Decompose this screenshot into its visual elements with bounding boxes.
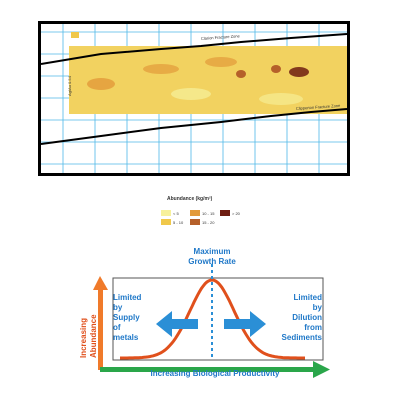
legend-label-5: > 20 (232, 211, 240, 216)
x-axis-label: Increasing Biological Productivity (150, 369, 280, 378)
patch-3 (205, 57, 237, 67)
legend-label-2: 5 - 10 (173, 220, 184, 225)
left-blue-arrow (156, 311, 198, 337)
map-svg: Clarion Fracture Zone Clipperton Fractur… (41, 24, 347, 173)
x-axis-arrow-head (313, 361, 330, 378)
patch-7 (171, 88, 211, 100)
legend-title: Abundance (kg/m²) (167, 196, 213, 202)
legend-swatch-4 (190, 219, 200, 225)
growth-diagram: IncreasingAbundance (79, 264, 330, 378)
legend-swatch-1 (161, 210, 171, 216)
abundance-map: Clarion Fracture Zone Clipperton Fractur… (38, 21, 350, 176)
y-axis-arrow-head (93, 276, 108, 290)
upper-fracture-line (41, 33, 347, 65)
peak-label: Maximum Growth Rate (188, 247, 236, 266)
patch-1 (87, 78, 115, 90)
patch-6 (289, 67, 309, 77)
legend-swatch-5 (220, 210, 230, 216)
legend-label-1: < 5 (173, 211, 179, 216)
y-axis-arrow-shaft (98, 288, 103, 370)
left-axis-label: Ag/Au 0.54 (67, 75, 72, 96)
y-axis-label: IncreasingAbundance (79, 314, 98, 358)
patch-4 (236, 70, 246, 78)
growth-curve (120, 278, 305, 360)
patch-5 (271, 65, 281, 73)
abundance-band (69, 46, 347, 114)
patch-9 (71, 32, 79, 38)
upper-zone-label: Clarion Fracture Zone (201, 33, 241, 41)
right-limit-text: Limited by Dilution from Sediments (281, 293, 322, 342)
patch-8 (259, 93, 303, 105)
lower-zone-label: Clipperton Fracture Zone (296, 103, 341, 111)
legend-swatch-2 (161, 219, 171, 225)
legend-label-3: 10 - 15 (202, 211, 215, 216)
patch-2 (143, 64, 179, 74)
abundance-band-light (69, 46, 347, 114)
legend-swatch-3 (190, 210, 200, 216)
right-blue-arrow (224, 311, 266, 337)
lower-fracture-line (41, 108, 347, 145)
diagram-box (112, 277, 324, 361)
left-limit-text: Limited by Supply of metals (113, 293, 142, 342)
x-axis-arrow-shaft (100, 367, 315, 372)
legend-label-4: 15 - 20 (202, 220, 215, 225)
